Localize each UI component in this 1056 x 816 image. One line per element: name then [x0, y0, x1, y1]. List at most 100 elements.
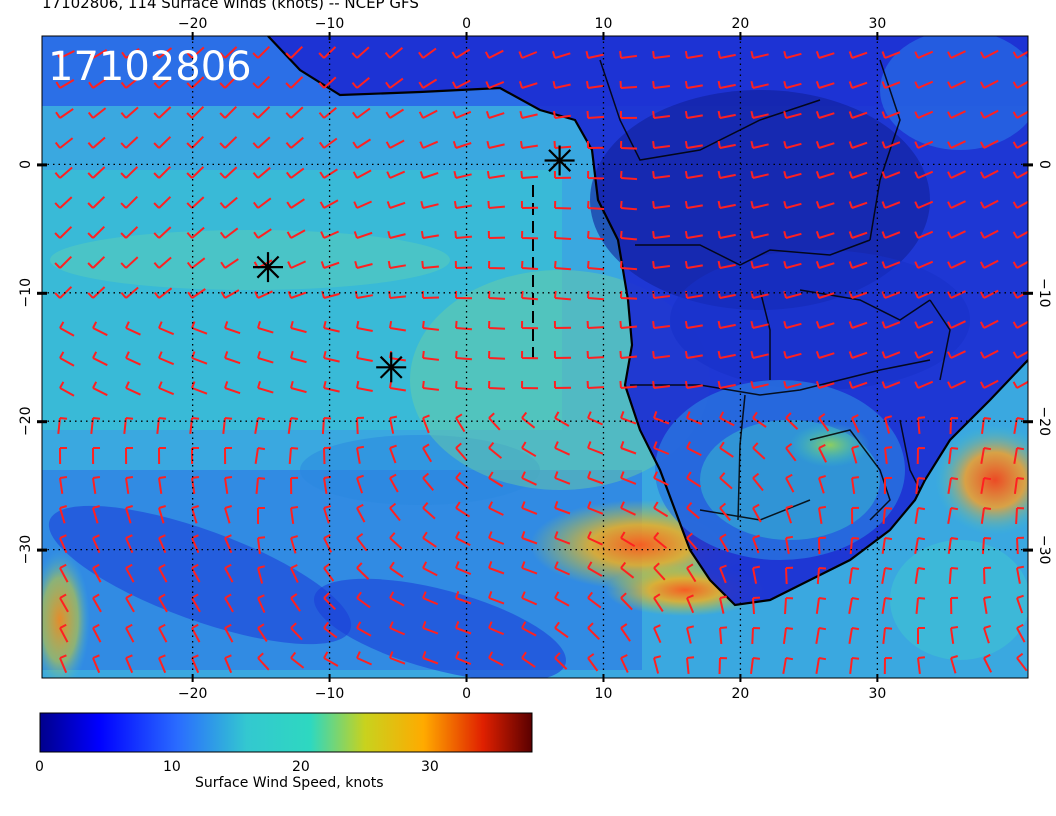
lat-label-right: 0 [1036, 160, 1052, 169]
wind-barb [389, 651, 406, 665]
wind-barb [254, 447, 266, 464]
wind-barb [848, 321, 868, 329]
wind-barb [421, 260, 439, 269]
wind-barb [785, 412, 799, 430]
wind-barb [521, 441, 537, 458]
wind-barb [286, 198, 305, 209]
wind-barb [785, 535, 794, 554]
wind-barb [752, 534, 760, 554]
wind-barb [356, 591, 371, 609]
wind-barb [750, 350, 769, 359]
wind-barb [553, 170, 572, 179]
wind-barb [686, 411, 703, 426]
wind-barb [224, 351, 241, 365]
wind-barb [620, 140, 638, 150]
wind-barb [881, 597, 893, 614]
wind-barb [257, 565, 266, 584]
wind-barb [815, 51, 835, 59]
wind-barb [224, 381, 241, 395]
wind-barb [587, 501, 604, 515]
wind-barb [520, 200, 539, 209]
wind-barb [488, 290, 506, 300]
wind-barb [719, 564, 727, 584]
wind-barb [750, 200, 769, 209]
wind-barb [881, 111, 901, 119]
wind-barb [752, 503, 762, 523]
wind-barb [87, 256, 106, 269]
wind-barb [485, 80, 505, 89]
wind-barb [318, 107, 337, 119]
wind-barb [92, 476, 101, 494]
wind-barb [219, 136, 238, 149]
wind-barb [125, 505, 133, 524]
wind-barb [191, 351, 208, 365]
wind-barb [684, 200, 703, 209]
lon-tick-bottom [328, 674, 331, 682]
wind-barb [980, 477, 992, 494]
wind-barb [620, 501, 636, 516]
wind-barb [884, 415, 893, 434]
lon-label-bottom: −20 [178, 686, 208, 702]
wind-barb [488, 320, 506, 330]
wind-barb [54, 286, 73, 299]
wind-barb [983, 566, 992, 585]
wind-barb [290, 593, 301, 612]
wind-barb [947, 380, 966, 389]
wind-barb [55, 108, 74, 119]
wind-barb [158, 505, 166, 524]
wind-barb [554, 621, 569, 639]
wind-barb [752, 472, 764, 492]
wind-barb [849, 657, 860, 675]
wind-barb [120, 195, 139, 209]
wind-barb [882, 507, 893, 524]
wind-barb [186, 135, 205, 149]
wind-barb [914, 290, 934, 299]
wind-barb [1012, 260, 1028, 269]
wind-barb [158, 321, 175, 336]
wind-barb [224, 534, 233, 554]
wind-barb [586, 320, 605, 329]
wind-barb [979, 49, 999, 59]
wind-barb [125, 351, 141, 366]
wind-barb [752, 411, 767, 428]
wind-barb [587, 653, 599, 672]
wind-barb [219, 227, 239, 239]
wind-barb [652, 80, 671, 89]
wind-barb [554, 471, 571, 485]
wind-barb [914, 230, 934, 239]
wind-barb [652, 50, 671, 59]
wind-barb [848, 141, 868, 149]
wind-barb [620, 200, 637, 211]
wind-barb [1016, 565, 1025, 584]
wind-barb [551, 51, 571, 59]
wind-barb [849, 537, 860, 554]
wind-barbs [54, 45, 1028, 675]
wind-barb [120, 136, 139, 149]
wind-barb [750, 140, 769, 149]
wind-barb [353, 200, 373, 209]
wind-barb [422, 414, 430, 434]
wind-barb [454, 260, 473, 269]
lon-tick-top [465, 32, 468, 40]
wind-barb [620, 592, 633, 611]
wind-barb [684, 230, 703, 239]
wind-barb [125, 563, 135, 583]
wind-barb [158, 593, 168, 613]
lon-label-bottom: −10 [315, 686, 345, 702]
wind-barb [620, 471, 637, 485]
wind-barb [848, 201, 868, 209]
wind-barb [153, 165, 172, 179]
wind-barb [186, 226, 205, 239]
wind-barb [257, 594, 266, 614]
wind-barb [455, 621, 472, 635]
wind-barb [652, 320, 671, 329]
wind-barb [186, 257, 206, 269]
wind-barb [420, 200, 439, 209]
wind-barb [587, 200, 605, 210]
wind-barb [455, 413, 466, 433]
wind-barb [684, 260, 703, 269]
lon-tick-bottom [876, 674, 879, 682]
wind-barb [1012, 50, 1028, 59]
wind-barb [356, 562, 370, 580]
